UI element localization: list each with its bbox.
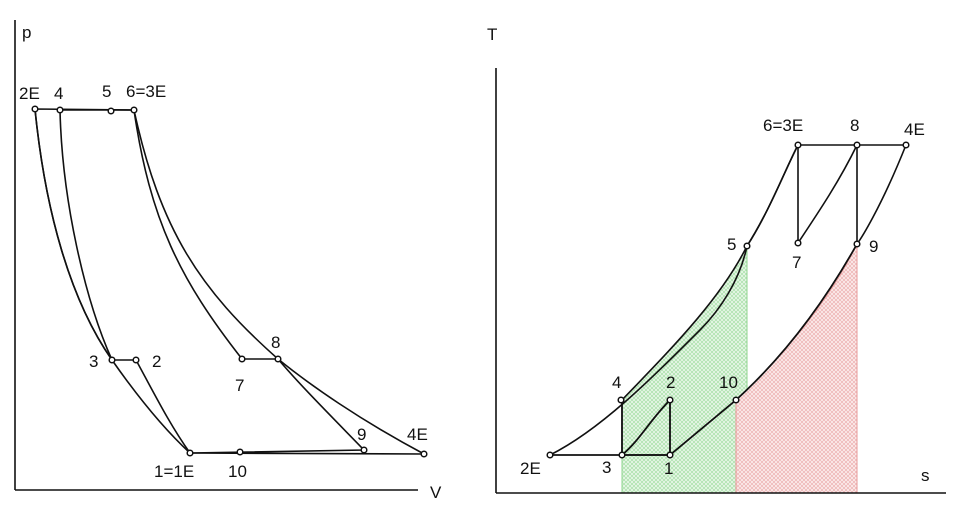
pv-state-points [31, 105, 428, 458]
ts-point-6 [794, 141, 802, 149]
pv-y-axis-label: p [22, 23, 31, 42]
pv-point-1 [186, 449, 194, 457]
ts-y-axis-label: T [487, 25, 497, 44]
pv-label-5: 5 [102, 82, 111, 101]
pv-point-6 [130, 106, 138, 114]
ts-label-4: 4 [612, 373, 621, 392]
ts-label-4E: 4E [904, 120, 925, 139]
pv-point-3 [108, 356, 116, 364]
pv-curve-2E-3 [34, 108, 113, 361]
ts-point-labels: 2E 3 1 4 2 10 5 6=3E 8 4E 7 9 [520, 116, 925, 478]
pv-label-1: 1=1E [154, 462, 194, 481]
pv-label-9: 9 [357, 425, 366, 444]
ts-point-7 [794, 239, 802, 247]
ts-label-8: 8 [850, 116, 859, 135]
pv-point-labels: 2E 4 5 6=3E 3 2 7 8 1=1E 10 9 4E [19, 82, 428, 481]
ts-label-9: 9 [869, 237, 878, 256]
ts-label-2: 2 [666, 373, 675, 392]
pv-label-7: 7 [235, 376, 244, 395]
pv-diagram: p V 2E 4 5 6=3E 3 2 7 [14, 20, 442, 502]
ts-point-2 [666, 396, 674, 404]
pv-label-2E: 2E [19, 84, 40, 103]
ts-label-7: 7 [792, 253, 801, 272]
ts-point-4 [617, 396, 625, 404]
pv-label-2: 2 [152, 352, 161, 371]
ts-heat-in-area [621, 245, 748, 494]
pv-point-4E [420, 450, 428, 458]
ts-heat-out-area [735, 243, 858, 494]
pv-label-3: 3 [89, 352, 98, 371]
ts-label-2E: 2E [520, 459, 541, 478]
pv-point-2 [132, 356, 140, 364]
pv-label-8: 8 [271, 333, 280, 352]
pv-point-7 [238, 355, 246, 363]
ts-point-3 [618, 451, 626, 459]
ts-point-9 [853, 240, 861, 248]
ts-label-5: 5 [727, 235, 736, 254]
ts-point-10 [732, 396, 740, 404]
ts-label-10: 10 [719, 373, 738, 392]
pv-point-5 [107, 107, 115, 115]
ts-x-axis-label: s [921, 466, 930, 485]
pv-label-10: 10 [228, 462, 247, 481]
pv-x-axis-label: V [430, 483, 442, 502]
pv-point-2E [31, 105, 39, 113]
pv-cycle-area [59, 109, 366, 454]
pv-loss-area [34, 108, 425, 455]
ts-point-5 [743, 242, 751, 250]
pv-point-9 [360, 446, 368, 454]
ts-point-2E [546, 451, 554, 459]
ts-label-3: 3 [602, 458, 611, 477]
pv-point-8 [274, 355, 282, 363]
ts-point-1 [666, 451, 674, 459]
ts-cycle-area [621, 144, 858, 457]
pv-point-10 [236, 448, 244, 456]
ts-diagram: T s 2E 3 1 4 2 10 5 6=3E 8 4E [487, 25, 946, 494]
ts-point-4E [902, 141, 910, 149]
pv-point-4 [56, 106, 64, 114]
ts-label-6: 6=3E [763, 116, 803, 135]
pv-label-6: 6=3E [126, 82, 166, 101]
ts-state-points [546, 141, 910, 459]
pv-label-4E: 4E [407, 425, 428, 444]
pv-label-4: 4 [54, 84, 63, 103]
ts-label-1: 1 [664, 459, 673, 478]
ts-point-8 [853, 141, 861, 149]
